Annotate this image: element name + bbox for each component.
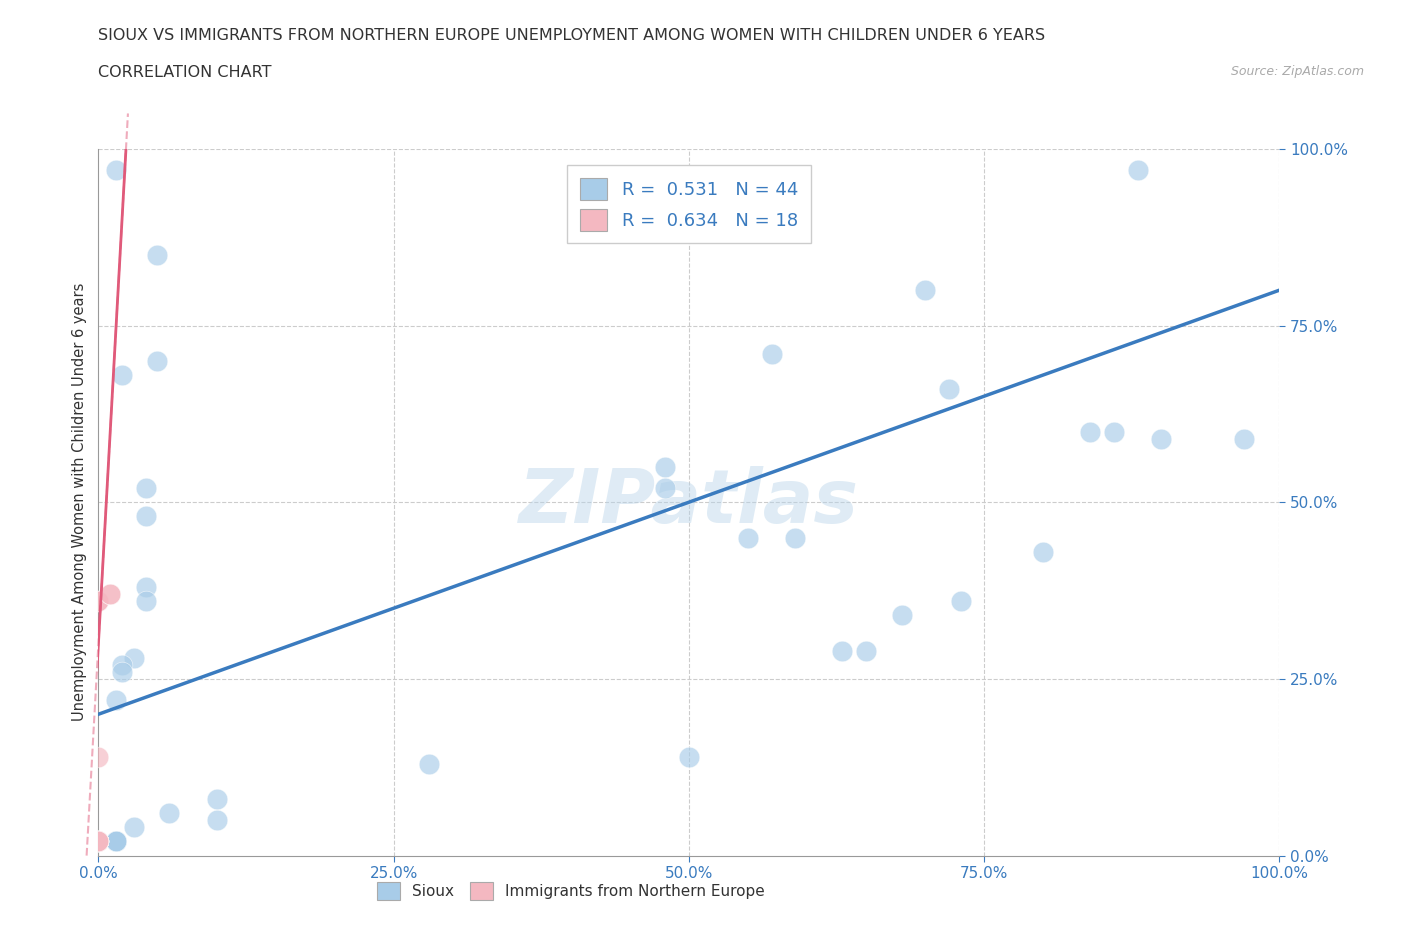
Point xyxy=(135,509,157,524)
Point xyxy=(146,247,169,262)
Point xyxy=(87,834,110,849)
Point xyxy=(87,750,110,764)
Point xyxy=(205,813,228,828)
Point xyxy=(105,163,128,178)
Point xyxy=(87,593,110,608)
Point xyxy=(205,791,228,806)
Point xyxy=(87,593,110,608)
Point xyxy=(105,834,128,849)
Point xyxy=(87,834,110,849)
Point xyxy=(87,834,110,849)
Point xyxy=(111,664,134,679)
Y-axis label: Unemployment Among Women with Children Under 6 years: Unemployment Among Women with Children U… xyxy=(72,283,87,722)
Point xyxy=(1150,432,1173,446)
Point xyxy=(654,459,676,474)
Point xyxy=(111,658,134,672)
Point xyxy=(157,805,180,820)
Point xyxy=(1126,163,1149,178)
Point xyxy=(105,834,128,849)
Text: SIOUX VS IMMIGRANTS FROM NORTHERN EUROPE UNEMPLOYMENT AMONG WOMEN WITH CHILDREN : SIOUX VS IMMIGRANTS FROM NORTHERN EUROPE… xyxy=(98,28,1046,43)
Point xyxy=(87,834,110,849)
Point xyxy=(105,834,128,849)
Point xyxy=(418,756,440,771)
Point xyxy=(98,587,121,602)
Point xyxy=(949,593,972,608)
Point xyxy=(831,644,853,658)
Point xyxy=(111,367,134,382)
Point xyxy=(654,481,676,496)
Point xyxy=(87,834,110,849)
Point xyxy=(938,381,960,396)
Point xyxy=(1080,424,1102,439)
Point xyxy=(1102,424,1125,439)
Point xyxy=(122,650,145,665)
Point xyxy=(105,834,128,849)
Point xyxy=(87,593,110,608)
Point xyxy=(105,834,128,849)
Point xyxy=(87,834,110,849)
Point xyxy=(855,644,877,658)
Legend: Sioux, Immigrants from Northern Europe: Sioux, Immigrants from Northern Europe xyxy=(370,874,772,908)
Point xyxy=(737,530,759,545)
Point xyxy=(890,608,912,623)
Point xyxy=(105,834,128,849)
Text: CORRELATION CHART: CORRELATION CHART xyxy=(98,65,271,80)
Point xyxy=(105,693,128,708)
Point xyxy=(87,834,110,849)
Point xyxy=(87,834,110,849)
Point xyxy=(87,834,110,849)
Text: ZIPatlas: ZIPatlas xyxy=(519,466,859,538)
Point xyxy=(135,579,157,594)
Point xyxy=(135,593,157,608)
Point xyxy=(135,481,157,496)
Point xyxy=(1032,544,1054,559)
Point xyxy=(122,820,145,835)
Point xyxy=(678,750,700,764)
Point xyxy=(914,283,936,298)
Point xyxy=(1233,432,1256,446)
Point xyxy=(785,530,807,545)
Point xyxy=(98,587,121,602)
Point xyxy=(105,834,128,849)
Point xyxy=(105,834,128,849)
Point xyxy=(87,834,110,849)
Text: Source: ZipAtlas.com: Source: ZipAtlas.com xyxy=(1230,65,1364,78)
Point xyxy=(105,834,128,849)
Point xyxy=(146,353,169,368)
Point xyxy=(87,834,110,849)
Point xyxy=(761,346,783,361)
Point xyxy=(87,834,110,849)
